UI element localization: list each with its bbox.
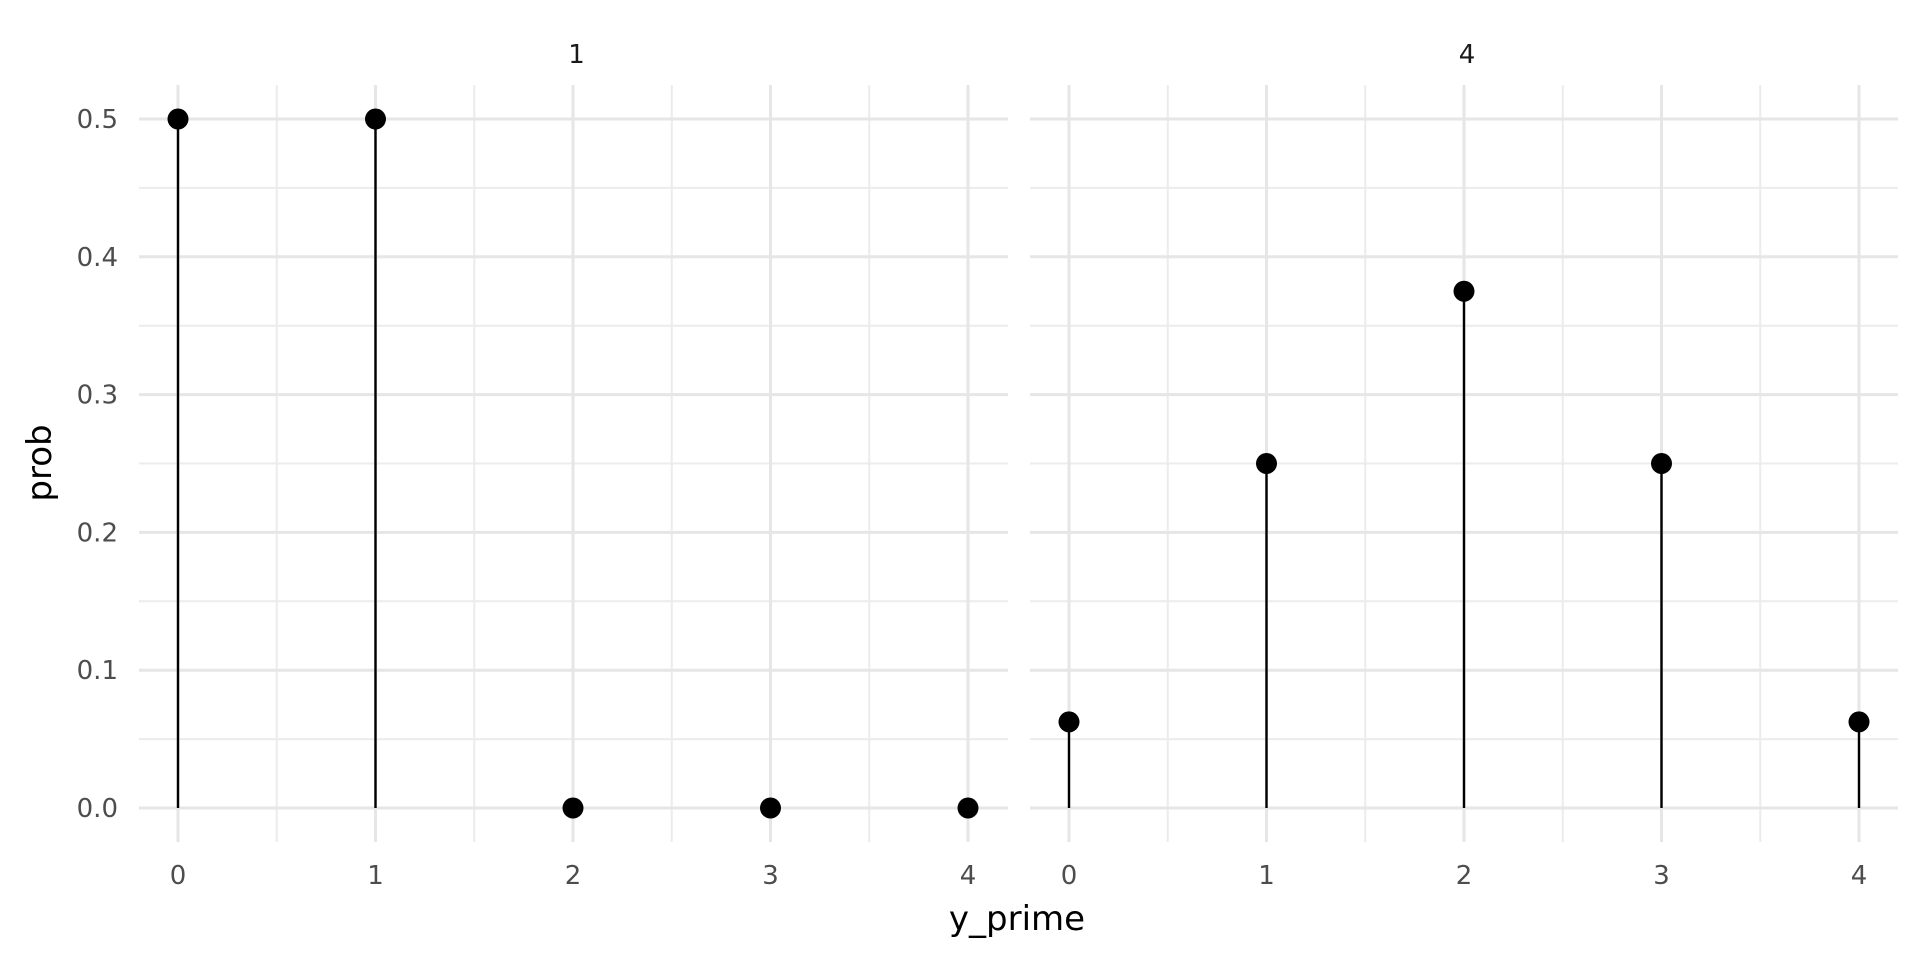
y-tick-label: 0.0 (77, 794, 118, 824)
x-axis-title: y_prime (949, 899, 1085, 939)
data-point (1651, 453, 1672, 474)
y-axis-title: prob (20, 424, 60, 501)
y-tick-label: 0.5 (77, 105, 118, 135)
y-tick-label: 0.2 (77, 518, 118, 548)
x-tick-label: 3 (762, 861, 779, 891)
y-tick-label: 0.3 (77, 381, 118, 411)
data-point (562, 797, 584, 819)
data-point (1848, 711, 1870, 733)
x-tick-label: 4 (1851, 861, 1868, 891)
x-tick-label: 1 (367, 861, 384, 891)
data-point (1256, 453, 1277, 474)
facet-panels: 1 0 1 2 3 4 4 0 1 2 3 4 (139, 40, 1898, 891)
data-point (957, 797, 979, 819)
y-tick-label: 0.1 (77, 656, 118, 686)
x-tick-label: 0 (170, 861, 187, 891)
facet-strip-label: 4 (1459, 40, 1476, 70)
data-point (1453, 280, 1475, 302)
x-tick-label: 3 (1653, 861, 1670, 891)
data-point (1058, 711, 1080, 733)
x-tick-label: 0 (1061, 861, 1078, 891)
y-tick-label: 0.4 (77, 243, 118, 273)
data-point (760, 797, 781, 819)
x-tick-label: 2 (1456, 861, 1473, 891)
x-tick-label: 1 (1258, 861, 1275, 891)
facet-panel-1: 1 0 1 2 3 4 (139, 40, 1008, 891)
data-point (365, 108, 386, 130)
facet-panel-4: 4 0 1 2 3 4 (1030, 40, 1898, 891)
facet-strip-label: 1 (568, 40, 585, 70)
data-point (167, 108, 189, 130)
x-tick-label: 4 (960, 861, 977, 891)
y-axis-ticks: 0.0 0.1 0.2 0.3 0.4 0.5 (77, 105, 118, 824)
x-tick-label: 2 (565, 861, 582, 891)
